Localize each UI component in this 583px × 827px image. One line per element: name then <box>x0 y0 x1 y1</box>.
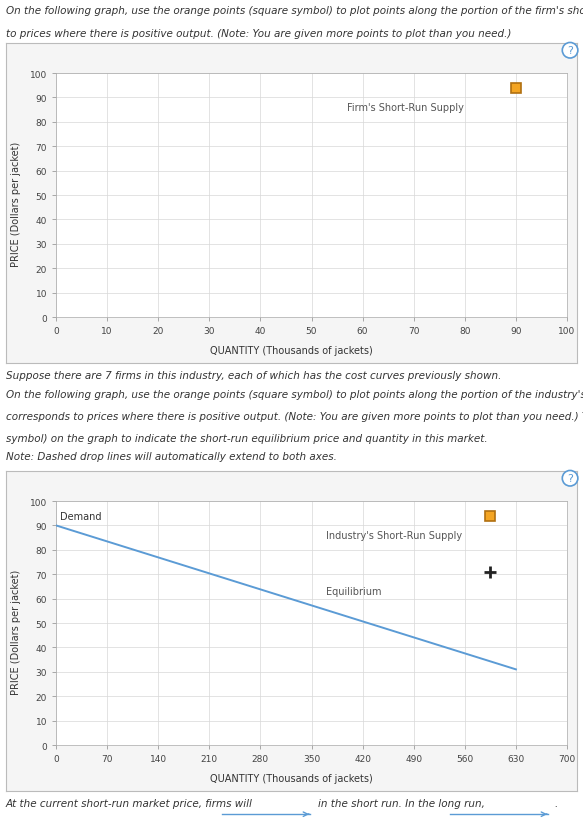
Text: QUANTITY (Thousands of jackets): QUANTITY (Thousands of jackets) <box>210 346 373 356</box>
Text: QUANTITY (Thousands of jackets): QUANTITY (Thousands of jackets) <box>210 773 373 783</box>
Text: On the following graph, use the orange points (square symbol) to plot points alo: On the following graph, use the orange p… <box>6 6 583 16</box>
Text: Demand: Demand <box>59 511 101 521</box>
Text: At the current short-run market price, firms will: At the current short-run market price, f… <box>6 798 253 808</box>
Text: .: . <box>554 798 557 808</box>
Text: PRICE (Dollars per jacket): PRICE (Dollars per jacket) <box>11 141 21 266</box>
Text: Industry's Short-Run Supply: Industry's Short-Run Supply <box>326 530 462 540</box>
Text: Equilibrium: Equilibrium <box>326 586 382 596</box>
Text: in the short run. In the long run,: in the short run. In the long run, <box>318 798 485 808</box>
Text: ?: ? <box>567 474 573 484</box>
Text: ?: ? <box>567 46 573 56</box>
Text: to prices where there is positive output. (Note: You are given more points to pl: to prices where there is positive output… <box>6 29 511 39</box>
Text: corresponds to prices where there is positive output. (Note: You are given more : corresponds to prices where there is pos… <box>6 412 583 422</box>
Text: Note: Dashed drop lines will automatically extend to both axes.: Note: Dashed drop lines will automatical… <box>6 451 337 461</box>
Text: Suppose there are 7 firms in this industry, each of which has the cost curves pr: Suppose there are 7 firms in this indust… <box>6 370 501 380</box>
Text: symbol) on the graph to indicate the short-run equilibrium price and quantity in: symbol) on the graph to indicate the sho… <box>6 434 487 444</box>
Text: Firm's Short-Run Supply: Firm's Short-Run Supply <box>347 103 464 113</box>
Text: PRICE (Dollars per jacket): PRICE (Dollars per jacket) <box>11 569 21 694</box>
Text: On the following graph, use the orange points (square symbol) to plot points alo: On the following graph, use the orange p… <box>6 390 583 399</box>
